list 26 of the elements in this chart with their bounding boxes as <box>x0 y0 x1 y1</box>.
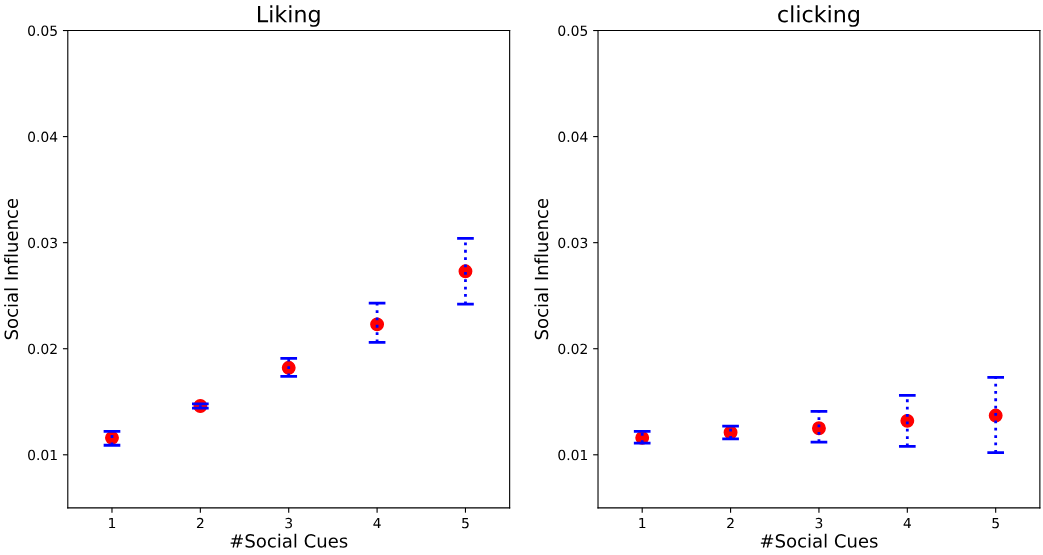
x-tick-label: 1 <box>109 517 116 529</box>
y-tick-label: 0.04 <box>558 131 588 143</box>
y-tick-label: 0.05 <box>558 25 588 36</box>
x-tick-label: 2 <box>196 517 204 529</box>
x-tick-label: 3 <box>815 517 823 529</box>
x-tick-label: 4 <box>903 517 911 529</box>
y-tick-label: 0.01 <box>28 449 57 461</box>
y-tick-label: 0.03 <box>558 237 588 249</box>
y-tick-label: 0.05 <box>28 25 57 36</box>
x-axis-title: #Social Cues <box>230 533 348 548</box>
y-axis-title: Social Influence <box>4 198 19 340</box>
x-tick-label: 1 <box>639 517 646 529</box>
chart-title: clicking <box>778 5 859 27</box>
x-tick-label: 3 <box>285 517 293 529</box>
y-axis-title: Social Influence <box>534 198 549 340</box>
y-tick-label: 0.01 <box>558 449 588 461</box>
x-tick-label: 2 <box>727 517 734 529</box>
y-tick-label: 0.03 <box>28 237 57 249</box>
chart-title: Liking <box>258 5 320 27</box>
x-tick-label: 5 <box>462 517 469 529</box>
y-tick-label: 0.04 <box>28 131 58 143</box>
x-axis-title: #Social Cues <box>760 533 878 548</box>
x-tick-label: 4 <box>373 517 381 529</box>
y-tick-label: 0.02 <box>558 343 587 355</box>
x-tick-label: 5 <box>992 517 999 529</box>
y-tick-label: 0.02 <box>28 343 57 355</box>
